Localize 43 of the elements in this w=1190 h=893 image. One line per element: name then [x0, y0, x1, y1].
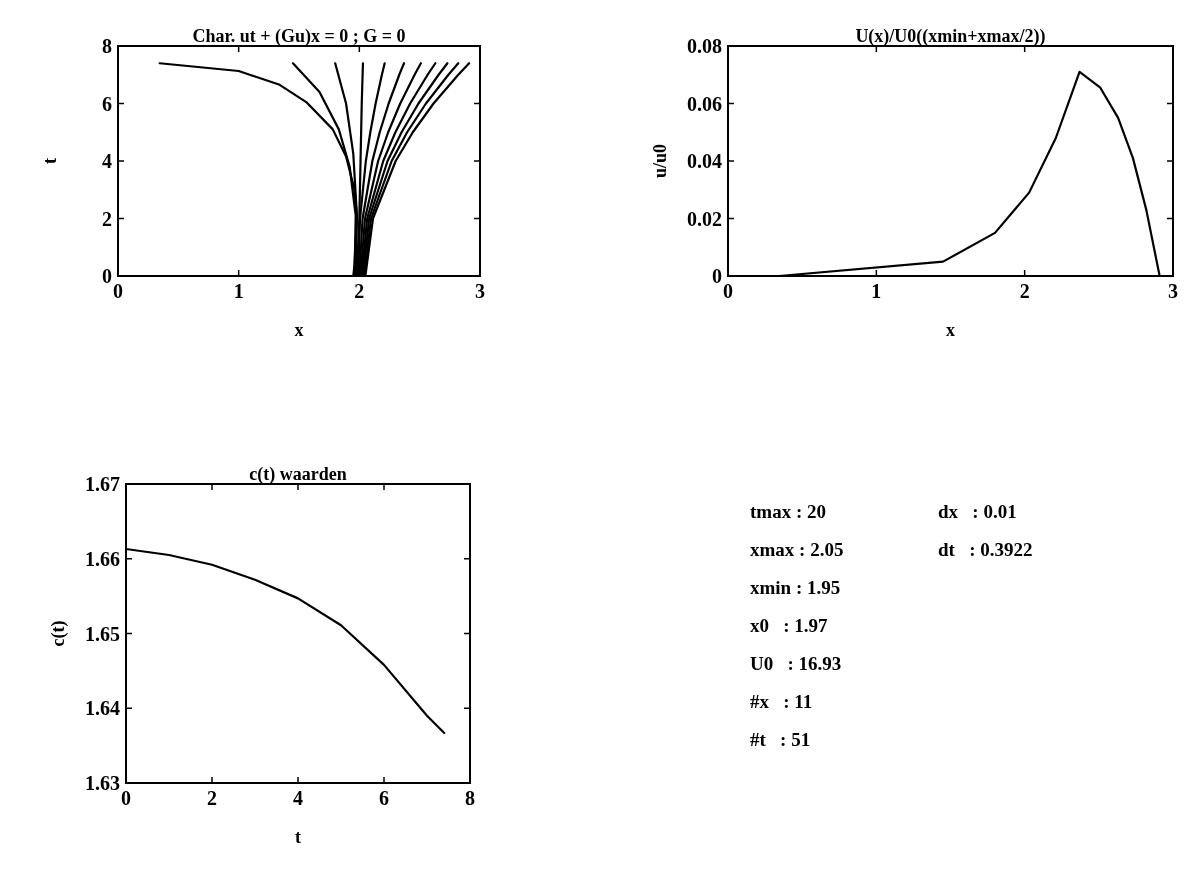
text: #x : 11	[750, 691, 813, 712]
y-tick-label: 1.67	[85, 473, 120, 495]
y-tick-label: 1.64	[85, 697, 120, 720]
y-tick-label: 4	[102, 150, 112, 172]
text: xmin : 1.95	[750, 577, 841, 598]
x-axis-title: x	[294, 320, 304, 340]
x-tick-label: 2	[354, 280, 365, 302]
y-tick-label: 8	[102, 35, 112, 57]
y-tick-label: 6	[102, 92, 112, 115]
x-tick-label: 8	[465, 787, 475, 809]
text: dt : 0.3922	[938, 539, 1033, 560]
y-axis-title: c(t)	[48, 620, 69, 647]
chart-title: c(t) waarden	[249, 464, 347, 485]
text: tmax : 20	[750, 501, 826, 522]
chart-title: Char. ut + (Gu)x = 0 ; G = 0	[192, 26, 406, 47]
text: x0 : 1.97	[750, 615, 829, 636]
x-tick-label: 2	[1019, 280, 1030, 302]
text: U0 : 16.93	[750, 653, 842, 674]
x-tick-label: 6	[379, 787, 389, 809]
x-tick-label: 1	[871, 280, 882, 302]
y-tick-label: 0.02	[687, 207, 722, 230]
x-tick-label: 3	[1168, 280, 1178, 302]
text: #t : 51	[750, 729, 811, 750]
x-axis-title: t	[295, 827, 301, 847]
x-axis-title: x	[946, 320, 955, 340]
y-tick-label: 1.66	[85, 547, 120, 570]
x-tick-label: 2	[207, 787, 217, 809]
x-tick-label: 1	[233, 280, 244, 302]
y-axis-title: u/u0	[650, 143, 670, 179]
y-tick-label: 1.65	[85, 622, 120, 645]
y-axis-title: t	[40, 158, 60, 164]
y-tick-label: 0.08	[687, 35, 722, 57]
chart-title: U(x)/U0((xmin+xmax/2))	[855, 26, 1046, 47]
y-tick-label: 1.63	[85, 772, 120, 794]
y-tick-label: 0	[712, 265, 722, 287]
x-tick-label: 3	[475, 280, 485, 302]
x-tick-label: 4	[293, 787, 303, 809]
text: xmax : 2.05	[750, 539, 844, 560]
y-tick-label: 0.06	[687, 92, 722, 115]
text: dx : 0.01	[938, 501, 1017, 522]
y-tick-label: 2	[102, 207, 112, 230]
y-tick-label: 0	[102, 265, 112, 287]
y-tick-label: 0.04	[687, 150, 722, 172]
